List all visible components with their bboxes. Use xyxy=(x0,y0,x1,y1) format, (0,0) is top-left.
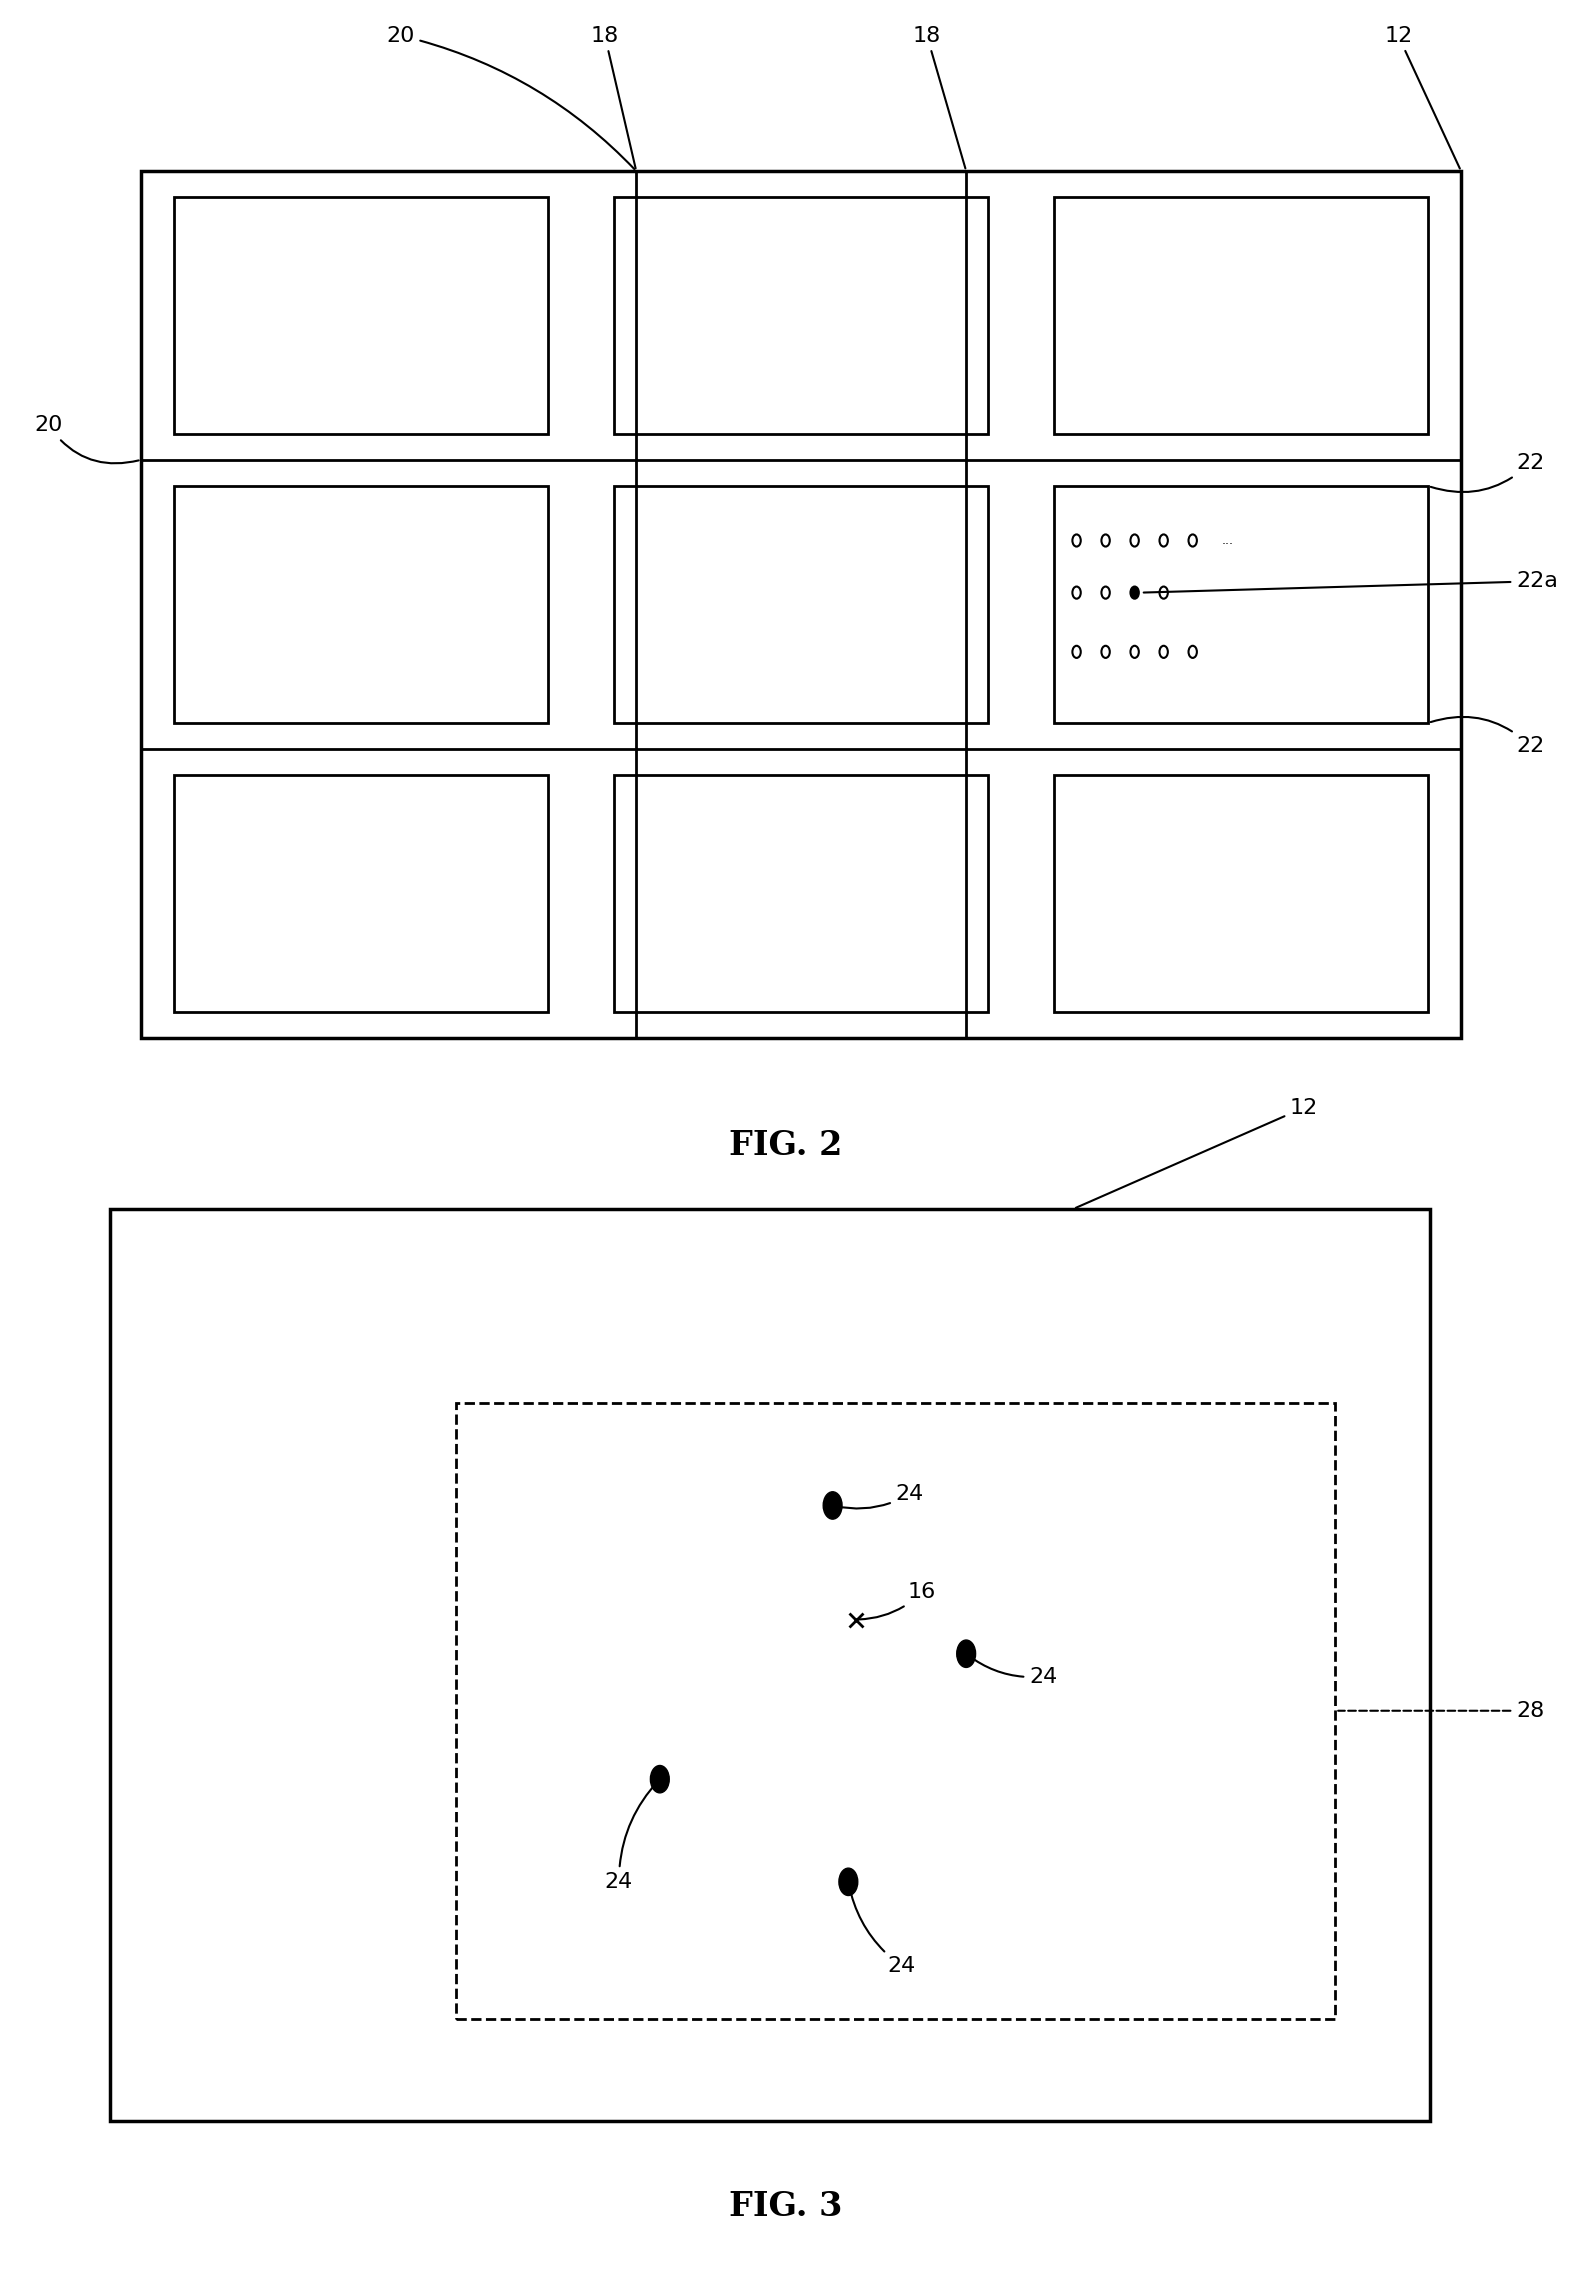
Bar xyxy=(614,196,988,433)
Bar xyxy=(1054,776,1428,1013)
Bar xyxy=(1054,486,1428,723)
Text: 24: 24 xyxy=(848,1884,916,1975)
Bar xyxy=(1054,196,1428,433)
Bar xyxy=(456,1403,1335,2019)
Text: 18: 18 xyxy=(913,25,966,169)
Circle shape xyxy=(823,1492,842,1519)
Text: 20: 20 xyxy=(386,25,635,169)
Bar xyxy=(174,776,548,1013)
Text: 24: 24 xyxy=(605,1781,658,1891)
Text: FIG. 3: FIG. 3 xyxy=(729,2190,842,2222)
Bar xyxy=(174,196,548,433)
Text: 12: 12 xyxy=(1384,25,1459,169)
Circle shape xyxy=(839,1868,858,1896)
Bar xyxy=(174,486,548,723)
Text: FIG. 2: FIG. 2 xyxy=(729,1129,842,1161)
Circle shape xyxy=(957,1640,976,1667)
Bar xyxy=(614,486,988,723)
Text: 24: 24 xyxy=(836,1485,924,1508)
Bar xyxy=(614,776,988,1013)
Text: 22: 22 xyxy=(1431,716,1544,755)
Circle shape xyxy=(650,1765,669,1793)
Text: 18: 18 xyxy=(591,25,636,169)
Bar xyxy=(110,1209,1430,2121)
Text: 22a: 22a xyxy=(1144,570,1558,593)
Text: 28: 28 xyxy=(1338,1702,1544,1720)
Text: 20: 20 xyxy=(35,415,138,463)
Text: 22: 22 xyxy=(1431,454,1544,493)
Text: ...: ... xyxy=(1222,534,1233,547)
Circle shape xyxy=(1131,586,1139,598)
Text: 16: 16 xyxy=(859,1583,936,1620)
Text: 12: 12 xyxy=(1076,1097,1318,1209)
Text: 24: 24 xyxy=(968,1656,1057,1686)
Bar xyxy=(141,171,1461,1038)
